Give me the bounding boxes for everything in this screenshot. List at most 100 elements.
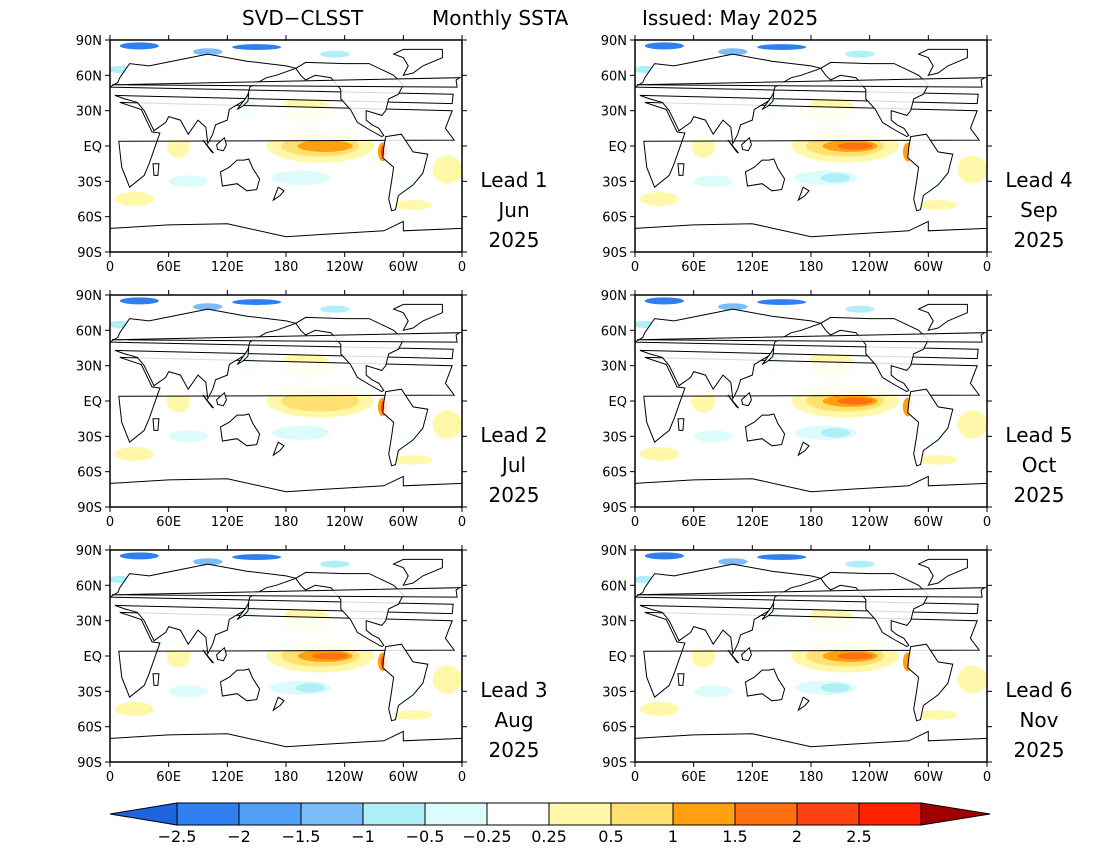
nino-core xyxy=(837,142,873,150)
lat-label: 30N xyxy=(601,360,627,375)
colorbar-label: 2.5 xyxy=(846,827,871,846)
coastline xyxy=(636,587,987,598)
coastline xyxy=(272,696,285,712)
lead-number: Lead 4 xyxy=(1005,168,1073,192)
lead-number: Lead 5 xyxy=(1005,423,1073,447)
coastline xyxy=(761,602,775,620)
nino-core xyxy=(297,140,353,152)
cool-anomaly xyxy=(820,173,851,183)
lon-label: 180 xyxy=(799,260,824,275)
lead-label-5: Lead 5 Oct 2025 xyxy=(989,420,1089,510)
coastline xyxy=(635,308,979,401)
warm-anomaly xyxy=(393,200,433,210)
cool-anomaly xyxy=(168,685,208,698)
lat-label: 90N xyxy=(76,289,102,304)
coastlines xyxy=(635,48,987,252)
lon-label: 0 xyxy=(458,515,466,530)
lon-label: 120E xyxy=(211,515,244,530)
coastline xyxy=(907,643,954,722)
coastline xyxy=(216,391,227,407)
lon-label: 60E xyxy=(681,260,706,275)
colorbar-arrow-high xyxy=(920,802,991,826)
lat-label: 30S xyxy=(77,175,102,190)
arctic-cool xyxy=(193,558,223,566)
lead-year: 2025 xyxy=(488,738,540,762)
coastline xyxy=(216,646,227,662)
warm-anomaly xyxy=(393,710,433,720)
lon-label: 60E xyxy=(681,515,706,530)
colorbar-label: −2 xyxy=(227,827,251,846)
lon-label: 0 xyxy=(983,515,991,530)
nino-core xyxy=(837,652,873,660)
lead-label-3: Lead 3 Aug 2025 xyxy=(464,675,564,765)
arctic-cool xyxy=(644,552,684,560)
lon-label: 120W xyxy=(851,770,889,785)
lat-label: 90S xyxy=(602,501,627,516)
coastline xyxy=(111,332,462,343)
lon-label: 120E xyxy=(211,770,244,785)
lat-label: 90S xyxy=(77,756,102,771)
map-panel: 90N 60N 30N EQ 30S 60S 90S 0 60E 120E 180 120W 60W 0 xyxy=(76,289,467,530)
lat-label: 30S xyxy=(602,685,627,700)
colorbar-box xyxy=(610,802,674,826)
lon-label: 120E xyxy=(736,770,769,785)
warm-anomaly xyxy=(918,455,958,465)
arctic-cool xyxy=(119,42,159,50)
lat-label: 90S xyxy=(602,246,627,261)
coastline xyxy=(635,53,979,146)
lead-month: Jun xyxy=(498,198,530,222)
cool-anomaly xyxy=(168,430,208,443)
map-panel: 90N 60N 30N EQ 30S 60S 90S 0 60E 120E 180 120W 60W 0 xyxy=(601,34,992,275)
lon-label: 120W xyxy=(326,260,364,275)
arctic-cool xyxy=(119,297,159,305)
warm-anomaly xyxy=(393,455,433,465)
arctic-cool xyxy=(845,50,875,58)
lon-label: 60W xyxy=(914,260,944,275)
lon-label: 0 xyxy=(631,770,639,785)
coastline xyxy=(635,220,987,252)
lead-label-1: Lead 1 Jun 2025 xyxy=(464,165,564,255)
arctic-cool xyxy=(644,297,684,305)
lat-label: 90N xyxy=(601,34,627,49)
warm-anomaly xyxy=(957,410,987,439)
lon-label: 0 xyxy=(458,770,466,785)
colorbar-box xyxy=(796,802,860,826)
coastline xyxy=(272,441,285,457)
coastline xyxy=(635,563,979,656)
lon-label: 120E xyxy=(736,260,769,275)
colorbar-box xyxy=(238,802,302,826)
lon-label: 180 xyxy=(274,515,299,530)
warm-anomaly xyxy=(639,191,679,207)
lead-year: 2025 xyxy=(488,228,540,252)
coastline xyxy=(110,475,462,507)
coastline xyxy=(219,158,261,192)
lead-month: Jul xyxy=(501,453,527,477)
lat-label: 30N xyxy=(76,615,102,630)
coastline xyxy=(110,308,454,401)
coastline xyxy=(236,92,250,110)
lon-label: 120W xyxy=(851,515,889,530)
lon-label: 180 xyxy=(274,770,299,785)
coastline xyxy=(272,186,285,202)
lon-label: 120E xyxy=(736,515,769,530)
lat-label: 60S xyxy=(602,466,627,481)
warm-anomaly xyxy=(432,410,462,439)
coastlines xyxy=(110,303,462,507)
map-panel: 90N 60N 30N EQ 30S 60S 90S 0 60E 120E 180 120W 60W 0 xyxy=(76,34,467,275)
coastline xyxy=(677,163,685,176)
coastline xyxy=(392,558,443,587)
colorbar-label: 2 xyxy=(792,827,802,846)
coastline xyxy=(110,730,462,762)
lead-year: 2025 xyxy=(1013,483,1065,507)
coastline xyxy=(761,347,775,365)
colorbar-label: −1 xyxy=(351,827,375,846)
coastlines xyxy=(110,48,462,252)
lon-label: 0 xyxy=(631,515,639,530)
coastline xyxy=(382,388,429,467)
coastline xyxy=(111,587,462,598)
coastline xyxy=(907,388,954,467)
lat-label: 60N xyxy=(76,324,102,339)
arctic-cool xyxy=(757,554,807,561)
cool-anomaly xyxy=(693,175,733,188)
